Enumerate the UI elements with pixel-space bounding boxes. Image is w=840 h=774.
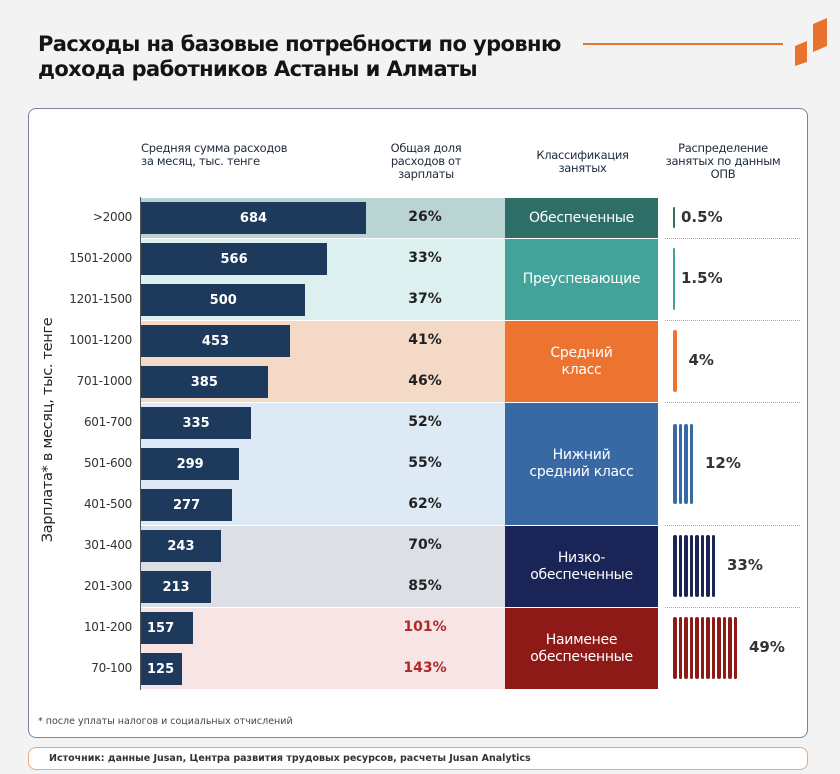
distribution-stripe xyxy=(673,207,675,228)
header-spend: Средняя сумма расходов за месяц, тыс. те… xyxy=(141,141,288,168)
class-label-1: Преуспевающие xyxy=(505,239,658,320)
distribution-stripe xyxy=(673,423,677,504)
category-label: 501-600 xyxy=(83,456,132,470)
category-label: 101-200 xyxy=(83,620,132,634)
bar: 684 xyxy=(141,202,366,234)
class-label-5: Наименее обеспеченные xyxy=(505,608,658,689)
bar: 157 xyxy=(141,612,193,644)
title-divider xyxy=(583,43,783,45)
class-label-4: Низко- обеспеченные xyxy=(505,526,658,607)
bar: 243 xyxy=(141,530,221,562)
distribution-stripe xyxy=(673,248,675,310)
header-dist: Распределение занятых по данным ОПВ xyxy=(665,141,781,181)
distribution-stripe xyxy=(689,617,693,679)
category-label: 1001-1200 xyxy=(69,333,132,347)
distribution-stripe xyxy=(673,617,677,679)
distribution-stripe xyxy=(678,617,682,679)
share-value: 143% xyxy=(403,660,447,676)
share-value: 46% xyxy=(408,373,442,389)
distribution-bars-1 xyxy=(673,248,675,310)
bar: 500 xyxy=(141,284,306,316)
bar: 299 xyxy=(141,448,240,480)
class-label-3: Нижний средний класс xyxy=(505,403,658,525)
jusan-logo-icon xyxy=(795,18,827,66)
bar: 453 xyxy=(141,325,290,357)
dist-separator xyxy=(665,402,800,403)
bar: 335 xyxy=(141,407,252,439)
share-value: 70% xyxy=(408,537,442,553)
distribution-bars-4 xyxy=(673,535,715,597)
distribution-value-4: 33% xyxy=(727,556,763,574)
distribution-value-1: 1.5% xyxy=(681,269,723,287)
distribution-bars-3 xyxy=(673,423,693,504)
share-value: 52% xyxy=(408,414,442,430)
category-label: 401-500 xyxy=(83,497,132,511)
dist-separator xyxy=(665,607,800,608)
dist-separator xyxy=(665,525,800,526)
distribution-stripe xyxy=(733,617,737,679)
distribution-value-2: 4% xyxy=(688,351,714,369)
page-title: Расходы на базовые потребности по уровню… xyxy=(38,32,561,81)
distribution-value-5: 49% xyxy=(749,638,785,656)
share-value: 41% xyxy=(408,332,442,348)
bar: 125 xyxy=(141,653,183,685)
bar: 213 xyxy=(141,571,212,603)
category-label: 601-700 xyxy=(83,415,132,429)
distribution-stripe xyxy=(695,617,699,679)
distribution-stripe xyxy=(689,423,693,504)
dist-separator xyxy=(665,238,800,239)
share-value: 33% xyxy=(408,250,442,266)
distribution-stripe xyxy=(711,535,715,597)
share-value: 85% xyxy=(408,578,442,594)
distribution-value-0: 0.5% xyxy=(681,207,723,226)
bar: 566 xyxy=(141,243,328,275)
category-label: 70-100 xyxy=(91,661,132,675)
distribution-stripe xyxy=(728,617,732,679)
distribution-stripe xyxy=(722,617,726,679)
group-band xyxy=(141,608,505,689)
distribution-stripe xyxy=(700,535,704,597)
share-value: 101% xyxy=(403,619,447,635)
footnote: * после уплаты налогов и социальных отчи… xyxy=(38,716,293,727)
distribution-stripe xyxy=(673,535,677,597)
distribution-stripe xyxy=(673,330,677,392)
bar: 277 xyxy=(141,489,233,521)
dist-separator xyxy=(665,320,800,321)
distribution-bars-2 xyxy=(673,330,677,392)
distribution-bars-5 xyxy=(673,617,737,679)
distribution-stripe xyxy=(700,617,704,679)
distribution-stripe xyxy=(695,535,699,597)
source-note: Источник: данные Jusan, Центра развития … xyxy=(28,747,808,770)
distribution-stripe xyxy=(717,617,721,679)
category-label: 1501-2000 xyxy=(69,251,132,265)
distribution-stripe xyxy=(678,535,682,597)
class-label-2: Средний класс xyxy=(505,321,658,402)
header-share: Общая доля расходов от зарплаты xyxy=(390,141,462,181)
distribution-stripe xyxy=(684,535,688,597)
category-label: 301-400 xyxy=(83,538,132,552)
category-label: 1201-1500 xyxy=(69,292,132,306)
distribution-stripe xyxy=(706,617,710,679)
category-label: 201-300 xyxy=(83,579,132,593)
class-label-0: Обеспеченные xyxy=(505,198,658,238)
distribution-stripe xyxy=(684,617,688,679)
distribution-bars-0 xyxy=(673,207,675,228)
distribution-stripe xyxy=(706,535,710,597)
share-value: 37% xyxy=(408,291,442,307)
category-label: 701-1000 xyxy=(76,374,133,388)
y-axis-line xyxy=(140,197,141,690)
distribution-stripe xyxy=(678,423,682,504)
distribution-value-3: 12% xyxy=(705,453,741,472)
category-label: >2000 xyxy=(92,210,132,224)
distribution-stripe xyxy=(684,423,688,504)
share-value: 26% xyxy=(408,209,442,225)
share-value: 62% xyxy=(408,496,442,512)
header-class: Классификация занятых xyxy=(536,148,629,175)
distribution-stripe xyxy=(689,535,693,597)
share-value: 55% xyxy=(408,455,442,471)
bar: 385 xyxy=(141,366,268,398)
distribution-stripe xyxy=(711,617,715,679)
